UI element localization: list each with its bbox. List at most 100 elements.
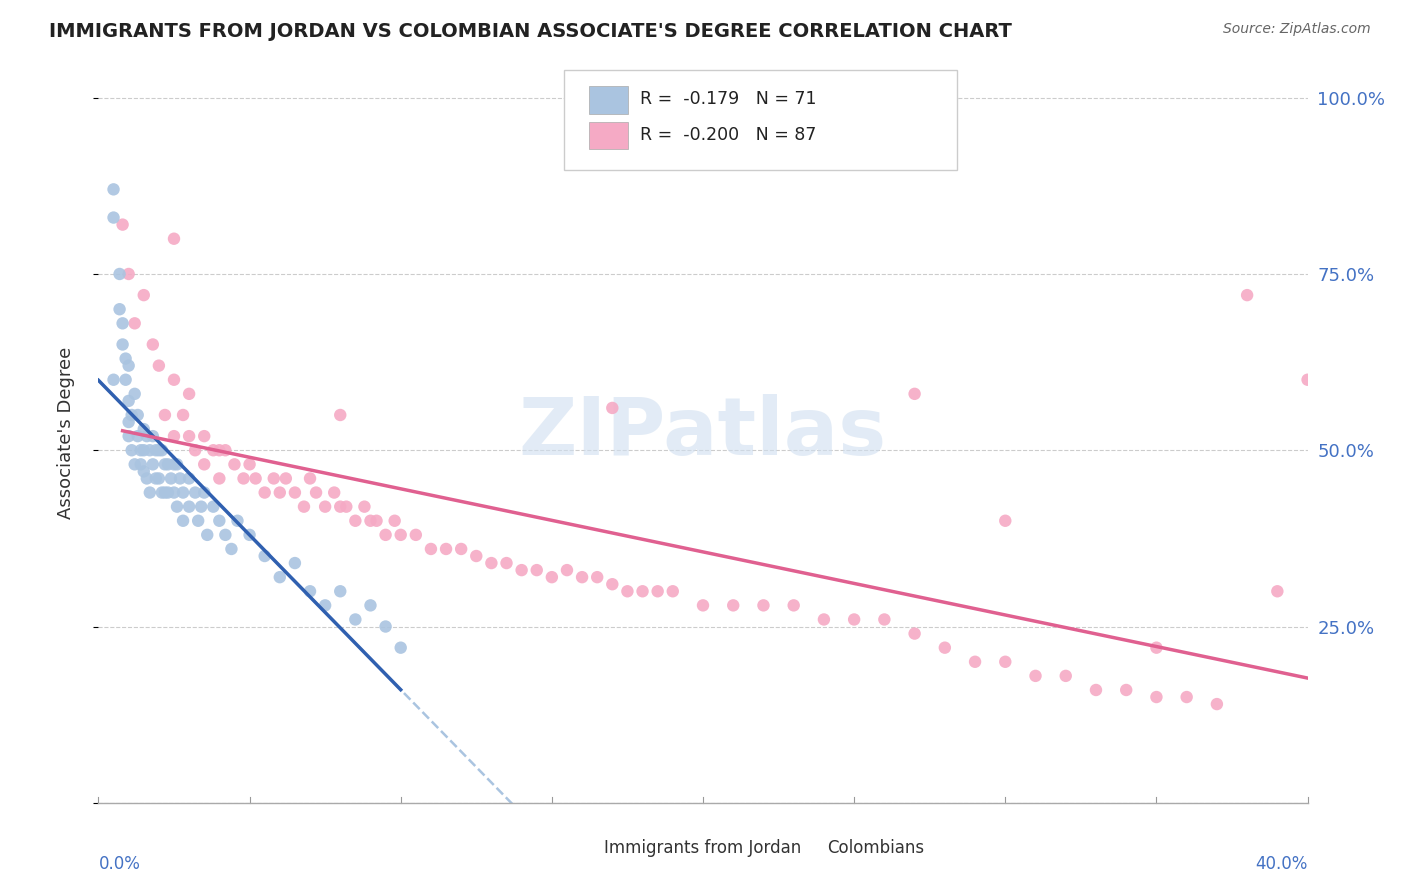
Point [389,640,412,655]
Point [169,471,191,485]
Point [202,500,225,514]
Text: 0.0%: 0.0% [98,855,141,872]
Point [904,387,927,401]
Point [616,584,638,599]
Point [245,471,267,485]
Point [335,500,357,514]
Text: ZIPatlas: ZIPatlas [519,393,887,472]
Point [127,429,149,443]
Point [873,612,896,626]
Point [190,500,212,514]
Point [783,599,806,613]
Point [586,570,609,584]
Point [156,485,179,500]
Point [145,443,167,458]
Point [172,514,194,528]
Point [118,393,141,408]
Point [299,584,322,599]
Point [366,514,388,528]
Point [135,429,157,443]
Point [114,351,136,366]
Point [661,584,683,599]
Point [208,443,231,458]
Point [111,316,134,330]
Point [631,584,654,599]
Point [163,373,186,387]
Point [1054,669,1077,683]
Point [540,570,562,584]
Point [195,528,218,542]
Point [132,464,155,478]
Point [284,485,307,500]
Point [108,267,131,281]
Point [647,584,669,599]
Point [292,500,315,514]
Point [752,599,775,613]
Point [269,485,291,500]
Point [132,422,155,436]
Point [139,443,162,458]
Point [172,485,194,500]
Point [124,387,146,401]
Point [172,408,194,422]
Point [114,373,136,387]
Point [179,500,201,514]
Point [139,485,162,500]
Point [360,514,382,528]
Point [374,619,396,633]
Point [1296,373,1319,387]
Point [221,541,243,556]
Point [103,373,125,387]
Point [160,471,183,485]
Text: R =  -0.179   N = 71: R = -0.179 N = 71 [640,90,817,109]
Point [526,563,548,577]
Point [214,443,236,458]
Point [465,549,488,563]
Point [121,408,143,422]
Point [163,485,186,500]
FancyBboxPatch shape [779,836,818,860]
Point [723,599,745,613]
Point [142,458,165,472]
Point [329,408,352,422]
Point [108,302,131,317]
Point [934,640,956,655]
Point [118,267,141,281]
Point [353,500,375,514]
Point [118,415,141,429]
Point [571,570,593,584]
Point [344,612,367,626]
Point [148,471,170,485]
Point [135,471,157,485]
Point [153,485,176,500]
Point [555,563,578,577]
Point [184,443,207,458]
Point [1115,683,1137,698]
Point [179,471,201,485]
Point [904,626,927,640]
Point [692,599,714,613]
Point [150,485,173,500]
Point [239,528,262,542]
Point [127,408,149,422]
Point [193,458,215,472]
Point [1236,288,1258,302]
Point [844,612,866,626]
Point [150,443,173,458]
Point [129,443,152,458]
Point [329,500,352,514]
Point [965,655,987,669]
Point [224,458,246,472]
Point [232,471,254,485]
Text: Immigrants from Jordan: Immigrants from Jordan [603,839,801,857]
Point [239,458,262,472]
Point [994,655,1017,669]
Point [184,485,207,500]
Point [323,485,346,500]
Point [602,401,624,415]
Point [118,429,141,443]
Point [208,514,231,528]
Point [148,443,170,458]
Point [344,514,367,528]
Point [994,514,1017,528]
